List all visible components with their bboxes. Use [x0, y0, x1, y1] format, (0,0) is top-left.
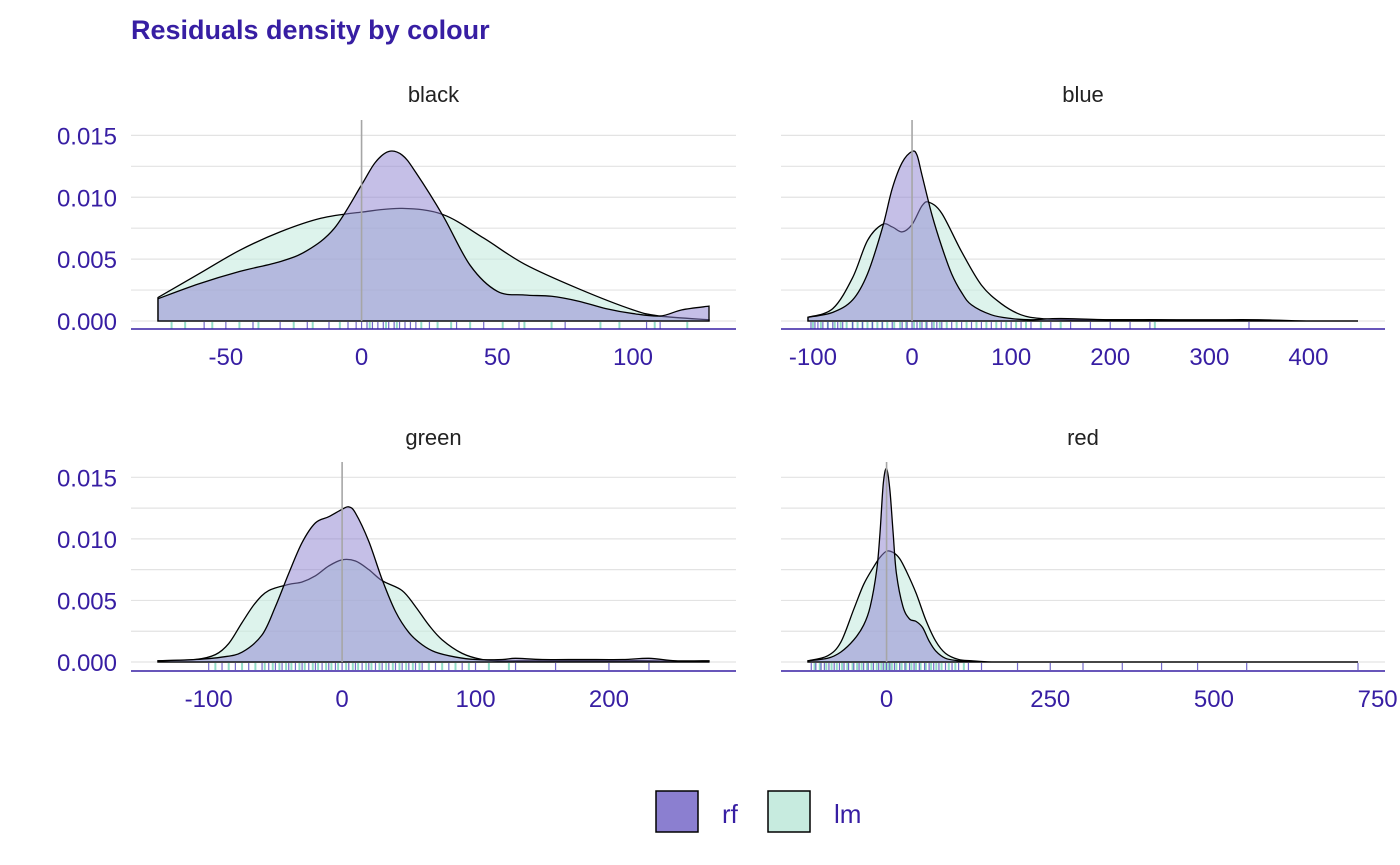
panel-title-red: red [1067, 425, 1099, 450]
rug [208, 663, 650, 670]
x-tick-label: -100 [185, 686, 233, 713]
panel-black: black 0.000 0.005 0.010 0.015 -50 0 50 100 [57, 82, 736, 371]
facet-panels: black 0.000 0.005 0.010 0.015 -50 0 50 100 blue -1… [57, 82, 1398, 713]
density-area-rf [157, 506, 710, 663]
panel-title-blue: blue [1062, 82, 1104, 107]
legend-item-rf: rf [655, 790, 739, 833]
density-area-lm [157, 558, 710, 663]
panel-blue: blue -100 0 100 200 300 400 [781, 82, 1385, 371]
density-area-rf [807, 467, 1358, 663]
legend-swatch-lm [767, 790, 811, 833]
x-tick-label: 100 [456, 686, 496, 713]
x-tick-label: 50 [484, 344, 511, 371]
density-area-rf [807, 150, 1358, 322]
y-tick-label: 0.010 [57, 185, 117, 212]
y-tick-label: 0.000 [57, 650, 117, 677]
legend: rf lm [655, 790, 861, 833]
legend-item-lm: lm [767, 790, 861, 833]
chart-title: Residuals density by colour [131, 15, 490, 45]
y-tick-label: 0.005 [57, 588, 117, 615]
x-tick-label: 0 [905, 344, 918, 371]
legend-swatch-rf [655, 790, 699, 833]
rug [810, 663, 1359, 670]
x-tick-label: 100 [991, 344, 1031, 371]
x-tick-label: 300 [1189, 344, 1229, 371]
x-tick-label: 100 [613, 344, 653, 371]
rug [170, 322, 689, 329]
x-tick-label: -50 [209, 344, 244, 371]
panel-red: red 0 250 500 750 [781, 425, 1398, 713]
panel-title-green: green [405, 425, 461, 450]
x-tick-label: 0 [335, 686, 348, 713]
y-tick-label: 0.015 [57, 465, 117, 492]
y-tick-label: 0.000 [57, 309, 117, 336]
x-tick-label: 250 [1030, 686, 1070, 713]
x-tick-label: 0 [880, 686, 893, 713]
x-tick-label: 0 [355, 344, 368, 371]
y-tick-label: 0.010 [57, 527, 117, 554]
y-tick-label: 0.005 [57, 247, 117, 274]
x-tick-label: 500 [1194, 686, 1234, 713]
x-tick-label: 400 [1288, 344, 1328, 371]
x-tick-label: 750 [1358, 686, 1398, 713]
legend-label-rf: rf [722, 799, 739, 829]
panel-title-black: black [408, 82, 460, 107]
y-tick-label: 0.015 [57, 123, 117, 150]
x-tick-label: 200 [589, 686, 629, 713]
rug [810, 322, 1250, 329]
x-tick-label: -100 [789, 344, 837, 371]
legend-label-lm: lm [834, 799, 861, 829]
panel-green: green 0.000 0.005 0.010 0.015 -100 0 100 200 [57, 425, 736, 713]
x-tick-label: 200 [1090, 344, 1130, 371]
density-area-rf [157, 150, 710, 322]
